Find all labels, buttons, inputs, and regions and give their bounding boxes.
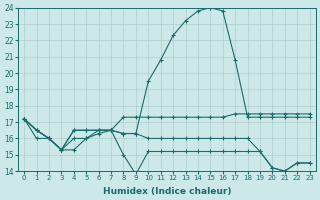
X-axis label: Humidex (Indice chaleur): Humidex (Indice chaleur) bbox=[103, 187, 231, 196]
